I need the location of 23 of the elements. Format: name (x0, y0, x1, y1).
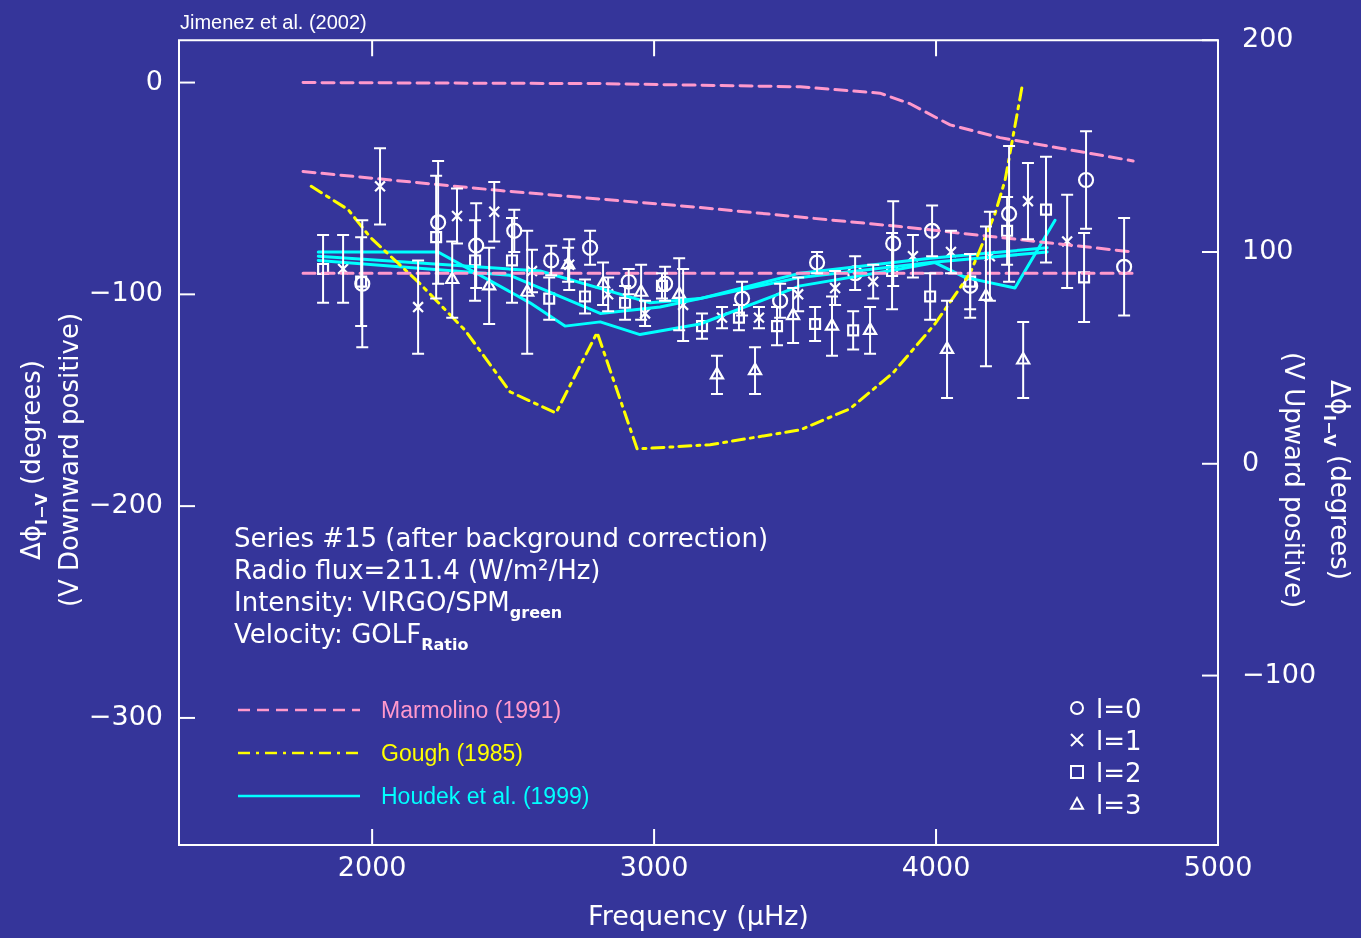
text: Gough (1985) (381, 740, 523, 766)
legend-label: l=0 (1096, 694, 1142, 724)
text: Marmolino (1991) (381, 697, 562, 723)
y-tick-label: −100 (88, 276, 163, 308)
legend-label: l=3 (1096, 790, 1142, 820)
legend-label: l=2 (1096, 758, 1142, 788)
x-tick-label: 3000 (619, 851, 689, 883)
text: Jimenez et al. (2002) (180, 11, 367, 33)
x-tick-label: 5000 (1183, 851, 1253, 883)
annotation: Series #15 (after background correction) (234, 523, 769, 553)
y-tick-label: −300 (88, 699, 163, 731)
x-tick-label: 4000 (901, 851, 971, 883)
x-axis-title: Frequency (μHz) (588, 900, 809, 931)
y-tick-label: −200 (88, 488, 163, 520)
y2-tick-label: 200 (1242, 22, 1294, 54)
legend-label: l=1 (1096, 726, 1142, 756)
annotation: Radio flux=211.4 (W/m²/Hz) (234, 555, 601, 585)
y-tick-label: 0 (145, 64, 163, 96)
x-tick-label: 2000 (337, 851, 407, 883)
y2-tick-label: 100 (1242, 234, 1294, 266)
text: Houdek et al. (1999) (381, 783, 590, 809)
y2-tick-label: 0 (1242, 445, 1260, 477)
y2-tick-label: −100 (1242, 657, 1317, 689)
